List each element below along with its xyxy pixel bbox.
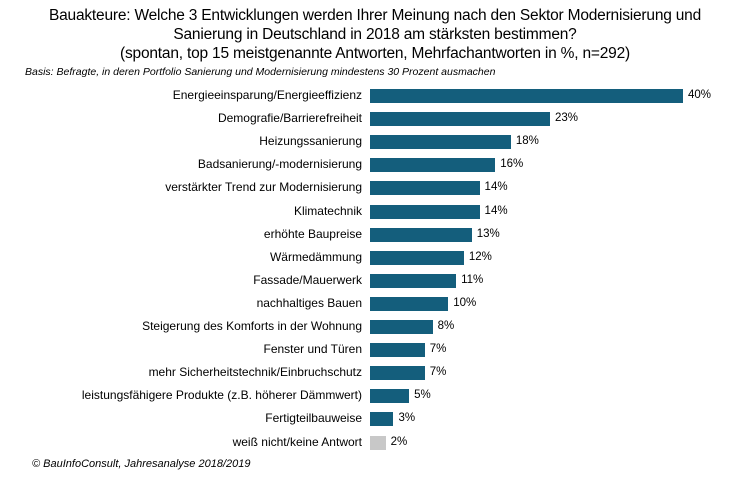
bar bbox=[370, 273, 457, 288]
bar bbox=[370, 204, 480, 219]
category-label: Klimatechnik bbox=[293, 203, 362, 218]
data-label: 23% bbox=[554, 112, 578, 125]
bar bbox=[370, 412, 394, 427]
category-label: weiß nicht/keine Antwort bbox=[232, 434, 362, 449]
bar bbox=[370, 343, 425, 358]
category-label: erhöhte Baupreise bbox=[263, 226, 362, 241]
data-label: 40% bbox=[688, 89, 712, 101]
category-label: Fenster und Türen bbox=[263, 342, 362, 357]
category-label: Wärmedämmung bbox=[269, 249, 362, 264]
data-label: 14% bbox=[484, 181, 508, 194]
title-line-2: Sanierung in Deutschland in 2018 am stär… bbox=[173, 26, 577, 43]
bar bbox=[370, 158, 496, 173]
data-label: 18% bbox=[515, 135, 539, 148]
bar bbox=[370, 181, 480, 196]
bar bbox=[370, 366, 425, 381]
data-label: 3% bbox=[398, 412, 416, 425]
category-label: leistungsfähigere Produkte (z.B. höherer… bbox=[81, 388, 362, 403]
category-label: Heizungssanierung bbox=[259, 134, 362, 149]
data-label: 10% bbox=[453, 296, 477, 309]
data-label: 2% bbox=[390, 435, 408, 448]
category-label: Fertigteilbauweise bbox=[265, 411, 362, 426]
category-label: Fassade/Mauerwerk bbox=[253, 272, 362, 287]
title-line-3: (spontan, top 15 meistgenannte Antworten… bbox=[120, 45, 630, 62]
category-label: nachhaltiges Bauen bbox=[256, 295, 362, 310]
data-label: 14% bbox=[484, 204, 508, 217]
bar bbox=[370, 135, 511, 150]
bar bbox=[370, 227, 472, 242]
category-label: Badsanierung/-modernisierung bbox=[197, 157, 362, 172]
bar bbox=[370, 250, 464, 265]
bar bbox=[370, 320, 433, 334]
category-label: verstärkter Trend zur Modernisierung bbox=[165, 180, 362, 195]
data-label: 12% bbox=[468, 250, 492, 263]
bar bbox=[370, 435, 386, 450]
data-label: 7% bbox=[429, 343, 447, 356]
bar bbox=[370, 112, 550, 127]
bar bbox=[370, 296, 449, 311]
data-label: 11% bbox=[461, 273, 484, 286]
category-label: mehr Sicherheitstechnik/Einbruchschutz bbox=[148, 365, 362, 380]
category-label: Energieeinsparung/Energieeffizienz bbox=[172, 88, 362, 102]
data-label: 13% bbox=[476, 227, 500, 240]
basis-note: Basis: Befragte, in deren Portfolio Sani… bbox=[25, 66, 496, 78]
data-label: 5% bbox=[414, 389, 431, 402]
data-label: 8% bbox=[437, 320, 455, 332]
data-label: 16% bbox=[500, 158, 524, 171]
title-line-1: Bauakteure: Welche 3 Entwicklungen werde… bbox=[48, 7, 702, 24]
category-label: Steigerung des Komforts in der Wohnung bbox=[142, 319, 362, 333]
bar bbox=[370, 389, 410, 404]
category-label: Demografie/Barrierefreiheit bbox=[217, 111, 362, 126]
data-label: 7% bbox=[429, 366, 447, 379]
bar bbox=[370, 89, 683, 103]
source-note: © BauInfoConsult, Jahresanalyse 2018/201… bbox=[32, 458, 251, 470]
